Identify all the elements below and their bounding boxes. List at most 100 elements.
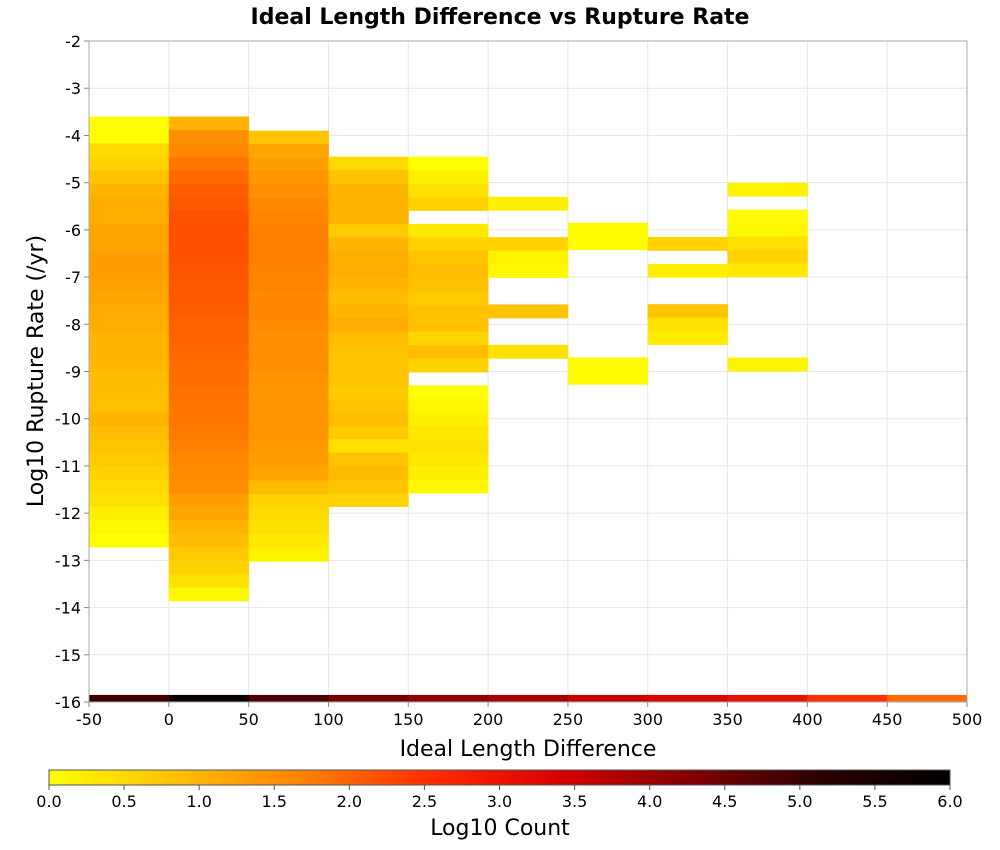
heatmap-cell: [89, 520, 170, 535]
heatmap-cell: [168, 304, 250, 319]
heatmap-cell: [248, 399, 329, 414]
marginal-cell: [89, 694, 170, 702]
heatmap-cell: [168, 210, 250, 225]
heatmap-cell: [488, 344, 569, 359]
heatmap-cell: [89, 130, 170, 144]
heatmap-cell: [488, 196, 569, 211]
heatmap-cell: [647, 331, 728, 345]
colorbar-tick-label: 3.0: [487, 792, 512, 811]
heatmap-cell: [328, 466, 409, 481]
colorbar: [48, 769, 951, 786]
y-tick-label: -13: [55, 551, 81, 570]
heatmap-cell: [248, 372, 329, 387]
heatmap-cell: [727, 209, 808, 224]
heatmap-cell: [89, 533, 170, 548]
heatmap-cell: [89, 345, 170, 360]
heatmap-cell: [89, 183, 170, 198]
heatmap-cell: [408, 466, 489, 481]
heatmap-cell: [328, 385, 409, 400]
heatmap-cell: [408, 156, 489, 171]
heatmap-cell: [248, 157, 329, 172]
heatmap-cell: [408, 223, 489, 238]
heatmap-cell: [89, 358, 170, 373]
heatmap-cell: [248, 453, 329, 468]
heatmap-cell: [248, 480, 329, 495]
heatmap-cell: [168, 331, 250, 346]
heatmap-cell: [248, 413, 329, 428]
heatmap-cell: [727, 236, 808, 251]
heatmap-cell: [328, 318, 409, 333]
heatmap-cell: [168, 143, 250, 158]
colorbar-label: Log10 Count: [430, 816, 570, 841]
x-tick-label: 300: [632, 710, 663, 729]
heatmap-cell: [408, 345, 489, 359]
x-tick-label: 350: [712, 710, 743, 729]
heatmap-cell: [248, 386, 329, 401]
colorbar-tick-label: 4.5: [712, 792, 737, 811]
heatmap-cell: [248, 467, 329, 481]
x-tick-label: -50: [76, 710, 102, 729]
heatmap-cell: [248, 426, 329, 441]
heatmap-cell: [328, 452, 409, 467]
heatmap-cell: [408, 385, 489, 400]
heatmap-cell: [248, 547, 329, 562]
heatmap-cell: [248, 346, 329, 360]
heatmap-cell: [408, 304, 489, 319]
heatmap-cell: [89, 399, 170, 413]
heatmap-cell: [328, 304, 409, 319]
heatmap-cell: [408, 358, 489, 373]
x-tick-label: 100: [313, 710, 344, 729]
heatmap-cell: [328, 398, 409, 413]
heatmap-cell: [89, 479, 170, 494]
heatmap-cell: [168, 439, 250, 454]
heatmap-cell: [89, 278, 170, 292]
heatmap-cell: [248, 251, 329, 266]
heatmap-cell: [727, 249, 808, 264]
heatmap-cell: [328, 479, 409, 494]
heatmap-cell: [727, 357, 808, 372]
heatmap-cell: [89, 318, 170, 333]
heatmap-cell: [168, 264, 250, 279]
heatmap-cell: [168, 560, 250, 575]
marginal-cell: [248, 694, 329, 702]
heatmap-cell: [89, 385, 170, 400]
heatmap-cell: [328, 439, 409, 454]
heatmap-cell: [168, 170, 250, 185]
heatmap-cell: [168, 493, 250, 508]
heatmap-cell: [647, 317, 728, 332]
heatmap-cell: [89, 156, 170, 171]
heatmap-cell: [168, 372, 250, 387]
y-tick-label: -14: [55, 599, 81, 618]
heatmap-cell: [328, 345, 409, 359]
colorbar-tick-label: 6.0: [937, 792, 962, 811]
heatmap-cell: [89, 170, 170, 185]
heatmap-cell: [168, 547, 250, 561]
x-tick-label: 150: [393, 710, 424, 729]
heatmap-cell: [168, 183, 250, 198]
marginal-cell: [488, 694, 569, 702]
marginal-cell: [567, 694, 649, 702]
colorbar-ticks: 0.0 0.5 1.0 1.5 2.0 2.5 3.0 3.5 4.0 4.5 5.0 5.5 6.0: [36, 785, 963, 811]
y-axis-label: Log10 Rupture Rate (/yr): [24, 235, 49, 507]
heatmap-cell: [248, 197, 329, 212]
heatmap-cell: [248, 319, 329, 333]
y-tick-label: -7: [65, 268, 81, 287]
heatmap-cell: [328, 331, 409, 346]
heatmap-cell: [168, 426, 250, 440]
heatmap-cell: [248, 359, 329, 374]
heatmap-cell: [408, 183, 489, 198]
heatmap-cell: [408, 197, 489, 211]
heatmap-cell: [328, 277, 409, 292]
heatmap-cell: [89, 466, 170, 481]
y-tick-label: -5: [65, 174, 81, 193]
y-axis-ticks: -2 -3 -4 -5 -6 -7 -8 -9 -10 -11 -12 -13 -14 -15 -16: [55, 32, 89, 712]
heatmap-cell: [727, 263, 808, 278]
heatmap-cell: [248, 211, 329, 226]
heatmap-cell: [89, 426, 170, 440]
heatmap-cell: [567, 370, 649, 385]
heatmap-cell: [248, 440, 329, 455]
x-tick-label: 250: [553, 710, 584, 729]
heatmap-cell: [248, 494, 329, 508]
